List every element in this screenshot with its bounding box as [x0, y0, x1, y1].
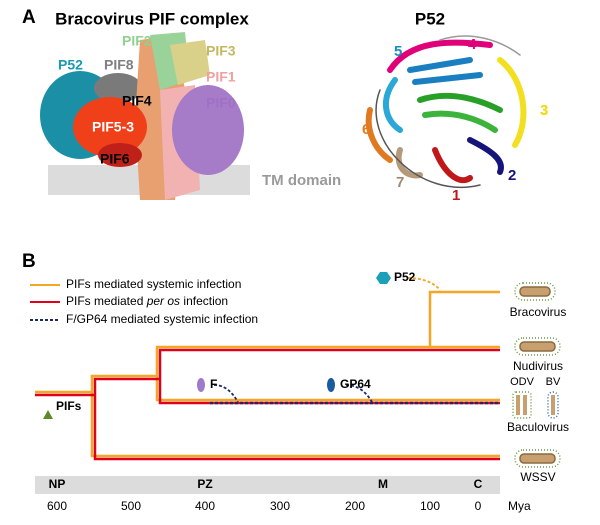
marker-icon	[327, 378, 335, 392]
protein-label: PIF2	[122, 33, 152, 49]
protein-label: PIF1	[206, 69, 236, 85]
virion-icons	[512, 282, 561, 468]
panel-label: B	[22, 251, 36, 272]
era-label: NP	[49, 477, 66, 491]
virion-label: ODV	[510, 376, 535, 388]
marker-label: F	[210, 377, 217, 391]
marker-icon	[197, 378, 205, 392]
virus-label: Nudivirus	[513, 359, 563, 373]
era-bar	[35, 476, 500, 494]
time-tick-label: 500	[121, 499, 141, 513]
membrane-label: TM domain	[262, 172, 341, 189]
marker-label: GP64	[340, 377, 371, 391]
protein-label: PIF8	[104, 57, 134, 73]
time-tick-label: 100	[420, 499, 440, 513]
ribbon-structure	[365, 35, 527, 188]
legend-text: PIFs mediated	[66, 294, 147, 308]
protein-label: PIF5-3	[92, 119, 134, 135]
strand-label: 6	[362, 121, 370, 138]
protein-label: PIF3	[206, 43, 236, 59]
virus-label: Baculovirus	[507, 420, 569, 434]
virus-label: WSSV	[520, 470, 555, 484]
time-tick-label: 400	[195, 499, 215, 513]
time-unit: Mya	[508, 499, 531, 513]
legend-text: per os	[146, 294, 180, 308]
phylogeny	[35, 277, 500, 461]
legend-label: PIFs mediated systemic infection	[66, 277, 241, 291]
era-label: C	[474, 477, 483, 491]
marker-label: P52	[394, 270, 416, 284]
strand-label: 5	[394, 43, 402, 60]
strand-label: 7	[396, 174, 404, 191]
time-tick-label: 300	[270, 499, 290, 513]
timeline: NP PZ M C 600 500 400 300 200 100 0 Mya	[47, 477, 531, 513]
virion-label: BV	[546, 376, 561, 388]
strand-label: 3	[540, 102, 548, 119]
marker-icon	[376, 272, 391, 284]
root-label: PIFs	[56, 399, 82, 413]
time-tick-label: 200	[345, 499, 365, 513]
protein-complex	[40, 32, 244, 200]
legend-label: F/GP64 mediated systemic infection	[66, 312, 258, 326]
structure-title: P52	[415, 9, 445, 28]
protein-label: PIF0	[206, 95, 236, 111]
legend-text: infection	[180, 294, 228, 308]
panel-label: A	[22, 7, 36, 28]
virus-label: Bracovirus	[510, 305, 567, 319]
protein-label: PIF6	[100, 151, 130, 167]
era-label: PZ	[197, 477, 212, 491]
panel-title: Bracovirus PIF complex	[55, 9, 249, 28]
legend: PIFs mediated systemic infection PIFs me…	[30, 277, 258, 326]
root-marker	[43, 410, 53, 419]
legend-label: PIFs mediated per os infection	[66, 294, 228, 308]
time-tick-label: 600	[47, 499, 67, 513]
protein-label: P52	[58, 57, 83, 73]
protein-label: PIF4	[122, 93, 152, 109]
strand-label: 1	[452, 187, 460, 204]
era-label: M	[378, 477, 388, 491]
strand-label: 4	[468, 36, 477, 53]
strand-label: 2	[508, 167, 516, 184]
time-tick-label: 0	[475, 499, 482, 513]
